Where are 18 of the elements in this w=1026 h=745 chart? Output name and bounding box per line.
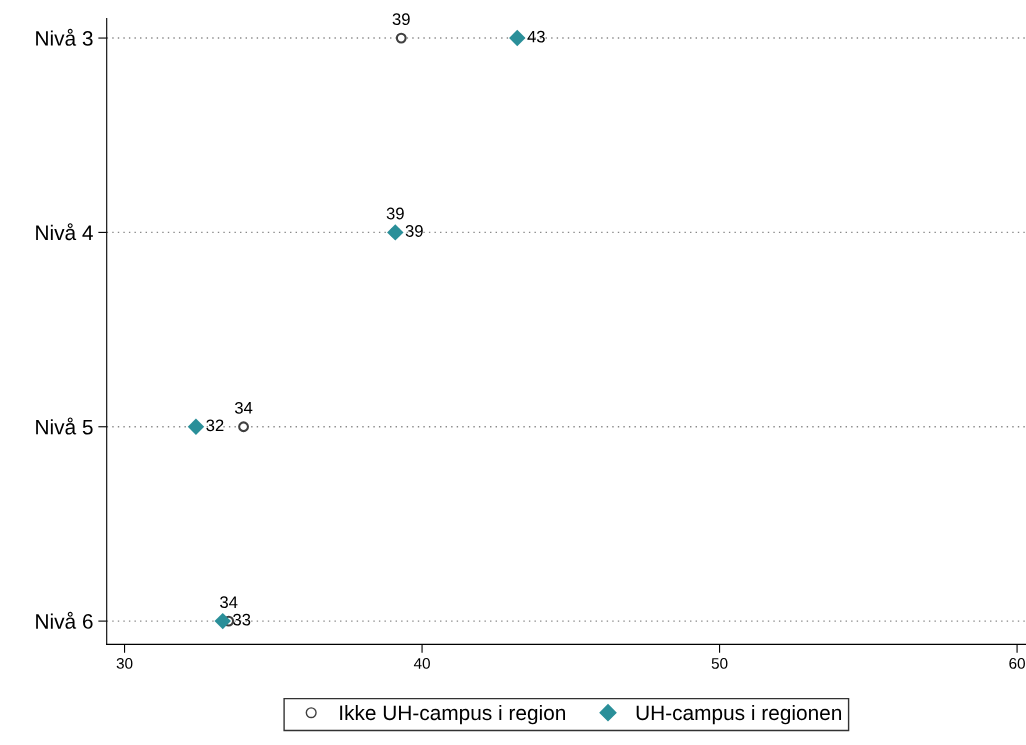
data-label: 39 bbox=[386, 207, 404, 220]
data-label: 39 bbox=[405, 225, 423, 237]
y-tick-label: Nivå 6 bbox=[36, 611, 93, 629]
data-label: 34 bbox=[234, 401, 253, 414]
data-label: 33 bbox=[233, 613, 251, 626]
x-tick-label: 40 bbox=[413, 658, 430, 669]
x-tick-label: 60 bbox=[1009, 658, 1025, 669]
legend-label: UH-campus i regionen bbox=[636, 704, 842, 725]
x-tick-label: 30 bbox=[116, 658, 133, 669]
y-tick-label: Nivå 3 bbox=[36, 28, 93, 46]
x-tick-label: 50 bbox=[711, 658, 728, 669]
legend-label: Ikke UH-campus i region bbox=[340, 704, 566, 725]
data-label: 32 bbox=[206, 419, 224, 432]
data-label: 39 bbox=[392, 13, 410, 26]
y-tick-label: Nivå 5 bbox=[36, 417, 93, 435]
data-label: 43 bbox=[527, 30, 545, 43]
data-label: 34 bbox=[220, 596, 238, 609]
y-tick-label: Nivå 4 bbox=[36, 223, 93, 241]
